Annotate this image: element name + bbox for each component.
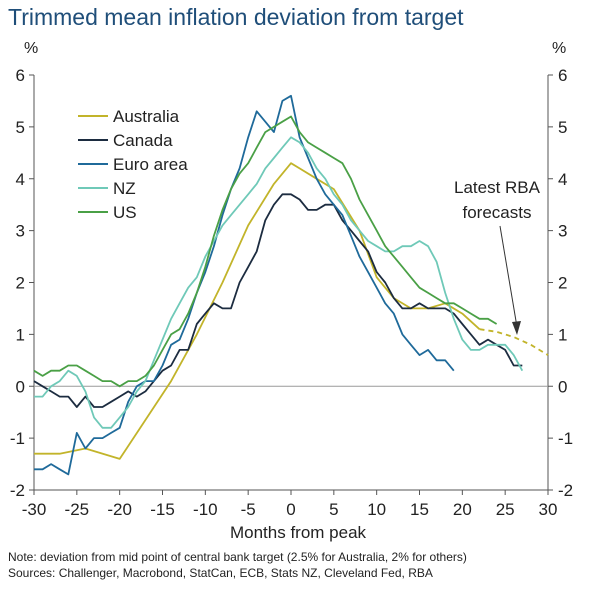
y-tick-label-left: 0 (16, 377, 25, 396)
x-tick-label: 5 (329, 500, 338, 519)
y-tick-label-left: 5 (16, 118, 25, 137)
series-euro-area-line (34, 94, 455, 476)
y-tick-label-right: 1 (558, 325, 567, 344)
series-us-line (33, 115, 498, 388)
annotation-text-line1: Latest RBA (454, 178, 541, 197)
sources-note: Sources: Challenger, Macrobond, StatCan,… (8, 566, 433, 580)
line-chart: -2 -2-1 -10 01 12 23 34 45 56 6-30 -25 -20 -15 -10 -5 0… (10, 66, 573, 519)
y-axis-unit-right: % (552, 40, 567, 57)
x-tick-label: 30 (539, 500, 558, 519)
y-tick-label-left: 1 (16, 325, 25, 344)
y-tick-label-left: 2 (16, 274, 25, 293)
y-tick-label-right: 3 (558, 222, 567, 241)
axes: -2 -2-1 -10 01 12 23 34 45 56 6-30 -25 -20 -15 -10 -5 0… (10, 66, 573, 519)
x-tick-label: -25 (65, 500, 90, 519)
y-tick-label-left: -2 (10, 481, 25, 500)
x-tick-label: -5 (241, 500, 256, 519)
y-tick-label-left: -1 (10, 429, 25, 448)
annotation-arrow-line (499, 225, 518, 328)
series-layer (33, 94, 549, 476)
x-tick-label: 0 (286, 500, 295, 519)
y-tick-label-left: 6 (16, 66, 25, 85)
legend-label-australia: Australia (113, 107, 180, 126)
y-tick-label-left: 4 (16, 170, 25, 189)
legend-label-nz: NZ (113, 179, 136, 198)
series-australia-line (34, 162, 481, 460)
y-tick-label-left: 3 (16, 222, 25, 241)
x-tick-label: 20 (453, 500, 472, 519)
footnote: Note: deviation from mid point of centra… (8, 550, 467, 564)
x-tick-label: 10 (367, 500, 386, 519)
x-tick-label: -15 (150, 500, 175, 519)
annotation-text-line2: forecasts (463, 203, 532, 222)
y-tick-label-right: -2 (558, 481, 573, 500)
x-tick-label: -30 (22, 500, 47, 519)
y-tick-label-right: 6 (558, 66, 567, 85)
y-tick-label-right: 4 (558, 170, 567, 189)
y-tick-label-right: -1 (558, 429, 573, 448)
x-axis-label: Months from peak (229, 523, 367, 542)
legend: Australia Canada Euro area NZ US (78, 107, 188, 222)
y-tick-label-right: 2 (558, 274, 567, 293)
x-tick-label: -20 (107, 500, 132, 519)
annotation: Latest RBA forecasts (454, 178, 541, 335)
series-canada-line (33, 193, 523, 408)
legend-label-canada: Canada (113, 131, 173, 150)
series-nz-line (34, 136, 524, 429)
annotation-arrow-head (512, 321, 521, 335)
x-tick-label: -10 (193, 500, 218, 519)
y-tick-label-right: 0 (558, 377, 567, 396)
legend-label-euro-area: Euro area (113, 155, 188, 174)
y-tick-label-right: 5 (558, 118, 567, 137)
x-tick-label: 25 (496, 500, 515, 519)
y-axis-unit-left: % (24, 40, 39, 57)
x-tick-label: 15 (410, 500, 429, 519)
legend-label-us: US (113, 203, 137, 222)
chart-title: Trimmed mean inflation deviation from ta… (8, 4, 464, 30)
series-australia-forecast-line (479, 328, 549, 356)
